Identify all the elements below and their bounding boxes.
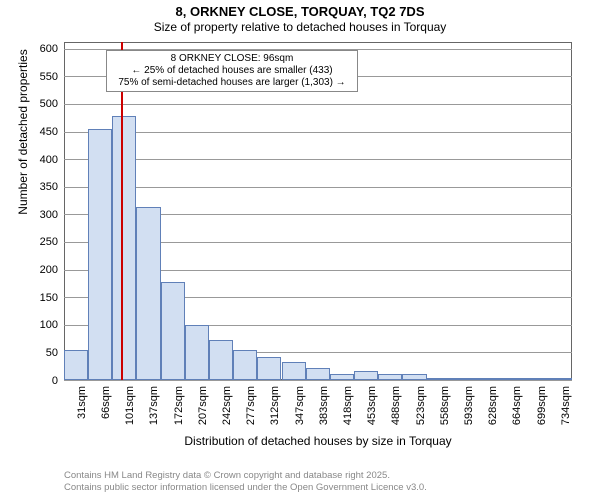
gridline <box>64 132 572 133</box>
y-tick-label: 350 <box>18 181 58 193</box>
x-tick-label: 593sqm <box>463 386 475 436</box>
histogram-bar <box>451 378 475 380</box>
x-tick-label: 347sqm <box>294 386 306 436</box>
x-tick-label: 628sqm <box>487 386 499 436</box>
y-tick-label: 400 <box>18 154 58 166</box>
gridline <box>64 104 572 105</box>
x-tick-label: 172sqm <box>173 386 185 436</box>
gridline <box>64 380 572 381</box>
histogram-bar <box>161 282 185 380</box>
plot-border <box>64 42 572 43</box>
y-tick-label: 300 <box>18 209 58 221</box>
x-tick-label: 207sqm <box>197 386 209 436</box>
y-tick-label: 150 <box>18 292 58 304</box>
histogram-bar <box>233 350 257 380</box>
credits-line: Contains public sector information licen… <box>64 482 427 494</box>
x-tick-label: 453sqm <box>366 386 378 436</box>
x-tick-label: 558sqm <box>439 386 451 436</box>
x-tick-label: 137sqm <box>148 386 160 436</box>
property-marker-line <box>121 42 123 380</box>
y-tick-label: 250 <box>18 236 58 248</box>
credits-line: Contains HM Land Registry data © Crown c… <box>64 470 427 482</box>
x-tick-label: 101sqm <box>124 386 136 436</box>
x-tick-label: 277sqm <box>245 386 257 436</box>
histogram-bar <box>354 371 378 380</box>
y-tick-label: 600 <box>18 43 58 55</box>
chart-title-main: 8, ORKNEY CLOSE, TORQUAY, TQ2 7DS <box>0 4 600 20</box>
annotation-line: 75% of semi-detached houses are larger (… <box>111 77 353 89</box>
x-tick-label: 488sqm <box>390 386 402 436</box>
chart-title-sub: Size of property relative to detached ho… <box>0 20 600 35</box>
x-tick-label: 242sqm <box>221 386 233 436</box>
histogram-bar <box>112 116 136 380</box>
histogram-bar <box>185 325 209 380</box>
x-tick-label: 699sqm <box>536 386 548 436</box>
x-tick-label: 734sqm <box>560 386 572 436</box>
y-tick-label: 200 <box>18 264 58 276</box>
histogram-bar <box>64 350 88 380</box>
chart-title-block: 8, ORKNEY CLOSE, TORQUAY, TQ2 7DS Size o… <box>0 0 600 35</box>
histogram-bar <box>523 378 547 380</box>
histogram-plot <box>64 42 572 380</box>
y-tick-label: 450 <box>18 126 58 138</box>
plot-border <box>571 42 572 380</box>
y-tick-label: 50 <box>18 347 58 359</box>
histogram-bar <box>499 378 523 380</box>
plot-border <box>64 42 65 380</box>
y-tick-label: 100 <box>18 319 58 331</box>
x-tick-label: 664sqm <box>511 386 523 436</box>
y-tick-label: 550 <box>18 71 58 83</box>
histogram-bar <box>257 357 281 380</box>
x-tick-label: 523sqm <box>415 386 427 436</box>
histogram-bar <box>548 378 572 380</box>
x-axis-title: Distribution of detached houses by size … <box>64 434 572 448</box>
y-tick-label: 0 <box>18 375 58 387</box>
histogram-bar <box>136 207 160 380</box>
x-tick-label: 418sqm <box>342 386 354 436</box>
annotation-box: 8 ORKNEY CLOSE: 96sqm← 25% of detached h… <box>106 50 358 92</box>
histogram-bar <box>427 378 451 380</box>
gridline <box>64 159 572 160</box>
histogram-bar <box>209 340 233 380</box>
histogram-bar <box>282 362 306 380</box>
histogram-bar <box>330 374 354 380</box>
annotation-line: 8 ORKNEY CLOSE: 96sqm <box>111 53 353 65</box>
histogram-bar <box>88 129 112 380</box>
histogram-bar <box>378 374 402 380</box>
gridline <box>64 187 572 188</box>
histogram-bar <box>402 374 426 380</box>
histogram-bar <box>475 378 499 380</box>
credits-text: Contains HM Land Registry data © Crown c… <box>64 470 427 494</box>
annotation-line: ← 25% of detached houses are smaller (43… <box>111 65 353 77</box>
x-tick-label: 66sqm <box>100 386 112 436</box>
x-tick-label: 383sqm <box>318 386 330 436</box>
y-tick-label: 500 <box>18 98 58 110</box>
histogram-bar <box>306 368 330 380</box>
x-tick-label: 312sqm <box>269 386 281 436</box>
x-tick-label: 31sqm <box>76 386 88 436</box>
